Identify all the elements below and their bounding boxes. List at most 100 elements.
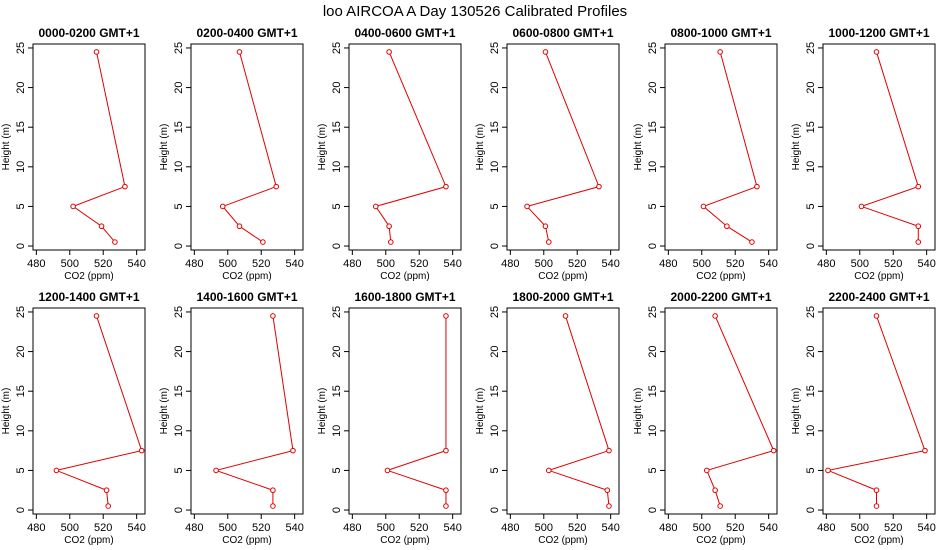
y-tick-label: 10 bbox=[489, 161, 501, 173]
x-tick-label: 520 bbox=[884, 258, 902, 270]
plot-frame bbox=[32, 307, 146, 515]
data-point bbox=[915, 223, 922, 230]
data-point bbox=[98, 223, 105, 230]
data-point bbox=[545, 239, 552, 245]
x-axis-label: CO2 (ppm) bbox=[222, 535, 271, 546]
profile-line bbox=[826, 315, 926, 507]
x-axis-label: CO2 (ppm) bbox=[538, 535, 587, 546]
profile-panel: 0600-0800 GMT+1 0 5 10 15 20 25 480 500 520 540 CO2… bbox=[475, 26, 620, 282]
data-point bbox=[873, 503, 880, 509]
y-tick-label: 5 bbox=[173, 467, 185, 473]
y-tick-label: 0 bbox=[647, 507, 659, 513]
x-axis-label: CO2 (ppm) bbox=[380, 535, 429, 546]
y-tick-label: 0 bbox=[489, 507, 501, 513]
y-tick-label: 25 bbox=[331, 42, 343, 54]
y-tick-label: 10 bbox=[647, 161, 659, 173]
y-tick-label: 25 bbox=[489, 306, 501, 318]
y-tick-label: 20 bbox=[805, 81, 817, 93]
plot-frame bbox=[348, 43, 462, 251]
data-point bbox=[270, 313, 276, 319]
y-tick-label: 25 bbox=[647, 306, 659, 318]
data-point bbox=[873, 487, 880, 494]
x-axis-label: CO2 (ppm) bbox=[696, 535, 745, 546]
profile-line bbox=[385, 315, 447, 507]
y-tick-label: 15 bbox=[15, 121, 27, 133]
data-point bbox=[105, 503, 112, 509]
y-tick-label: 20 bbox=[331, 81, 343, 93]
data-point bbox=[915, 183, 922, 190]
data-point bbox=[858, 203, 865, 210]
y-tick-label: 15 bbox=[647, 121, 659, 133]
y-tick-label: 15 bbox=[805, 385, 817, 397]
x-tick-label: 500 bbox=[693, 258, 711, 270]
panel-title: 0200-0400 GMT+1 bbox=[196, 26, 297, 40]
data-point bbox=[273, 183, 280, 190]
x-tick-label: 520 bbox=[252, 522, 270, 534]
y-axis-label: Height (m) bbox=[159, 124, 170, 171]
x-tick-label: 480 bbox=[343, 258, 361, 270]
x-tick-label: 480 bbox=[501, 522, 519, 534]
y-axis-label: Height (m) bbox=[159, 388, 170, 435]
data-point bbox=[754, 183, 760, 190]
profile-panel: 1400-1600 GMT+1 0 5 10 15 20 25 480 500 520 540 CO2… bbox=[159, 290, 304, 546]
x-tick-label: 480 bbox=[27, 522, 45, 534]
x-tick-label: 540 bbox=[443, 522, 461, 534]
profile-panel: 1600-1800 GMT+1 0 5 10 15 20 25 480 500 520 540 CO2… bbox=[317, 290, 462, 546]
plot-frame bbox=[664, 43, 778, 251]
y-axis-label: Height (m) bbox=[475, 388, 486, 435]
y-axis-label: Height (m) bbox=[633, 388, 644, 435]
x-tick-label: 540 bbox=[759, 522, 777, 534]
panel-title: 2000-2200 GMT+1 bbox=[670, 290, 771, 304]
panel-title: 1600-1800 GMT+1 bbox=[354, 290, 455, 304]
profile-line bbox=[526, 51, 600, 243]
x-tick-label: 480 bbox=[185, 258, 203, 270]
plot-frame bbox=[506, 43, 620, 251]
y-tick-label: 15 bbox=[331, 121, 343, 133]
data-point bbox=[712, 313, 718, 319]
panel-title: 2200-2400 GMT+1 bbox=[828, 290, 929, 304]
y-tick-label: 5 bbox=[15, 467, 27, 473]
data-point bbox=[825, 467, 831, 474]
x-tick-label: 480 bbox=[659, 258, 677, 270]
y-tick-label: 15 bbox=[331, 385, 343, 397]
data-point bbox=[562, 313, 569, 319]
data-point bbox=[712, 487, 718, 494]
y-axis-label: Height (m) bbox=[1, 388, 12, 435]
x-tick-label: 540 bbox=[601, 258, 619, 270]
data-point bbox=[873, 313, 880, 319]
y-tick-label: 25 bbox=[489, 42, 501, 54]
x-tick-label: 480 bbox=[659, 522, 677, 534]
y-tick-label: 5 bbox=[173, 203, 185, 209]
y-tick-label: 5 bbox=[489, 203, 501, 209]
x-tick-label: 500 bbox=[61, 522, 79, 534]
y-tick-label: 15 bbox=[489, 385, 501, 397]
x-axis-label: CO2 (ppm) bbox=[222, 271, 271, 282]
y-tick-label: 5 bbox=[489, 467, 501, 473]
y-tick-label: 0 bbox=[15, 507, 27, 513]
x-tick-label: 520 bbox=[252, 258, 270, 270]
data-point bbox=[138, 447, 145, 454]
y-tick-label: 15 bbox=[173, 385, 185, 397]
x-tick-label: 480 bbox=[343, 522, 361, 534]
y-tick-label: 20 bbox=[805, 345, 817, 357]
y-tick-label: 20 bbox=[647, 345, 659, 357]
x-tick-label: 480 bbox=[27, 258, 45, 270]
data-point bbox=[542, 223, 549, 230]
data-point bbox=[545, 467, 552, 474]
profile-panel: 2200-2400 GMT+1 0 5 10 15 20 25 480 500 520 540 CO2… bbox=[791, 290, 936, 546]
y-tick-label: 15 bbox=[647, 385, 659, 397]
y-tick-label: 0 bbox=[805, 243, 817, 249]
plot-frame bbox=[190, 307, 304, 515]
y-tick-label: 5 bbox=[331, 203, 343, 209]
y-tick-label: 25 bbox=[805, 306, 817, 318]
x-tick-label: 500 bbox=[61, 258, 79, 270]
profile-line bbox=[374, 51, 447, 243]
y-tick-label: 10 bbox=[331, 161, 343, 173]
y-axis-label: Height (m) bbox=[791, 388, 802, 435]
x-tick-label: 500 bbox=[851, 522, 869, 534]
y-tick-label: 0 bbox=[331, 507, 343, 513]
x-tick-label: 480 bbox=[817, 522, 835, 534]
x-tick-label: 540 bbox=[917, 522, 935, 534]
data-point bbox=[236, 49, 243, 55]
y-tick-label: 0 bbox=[489, 243, 501, 249]
